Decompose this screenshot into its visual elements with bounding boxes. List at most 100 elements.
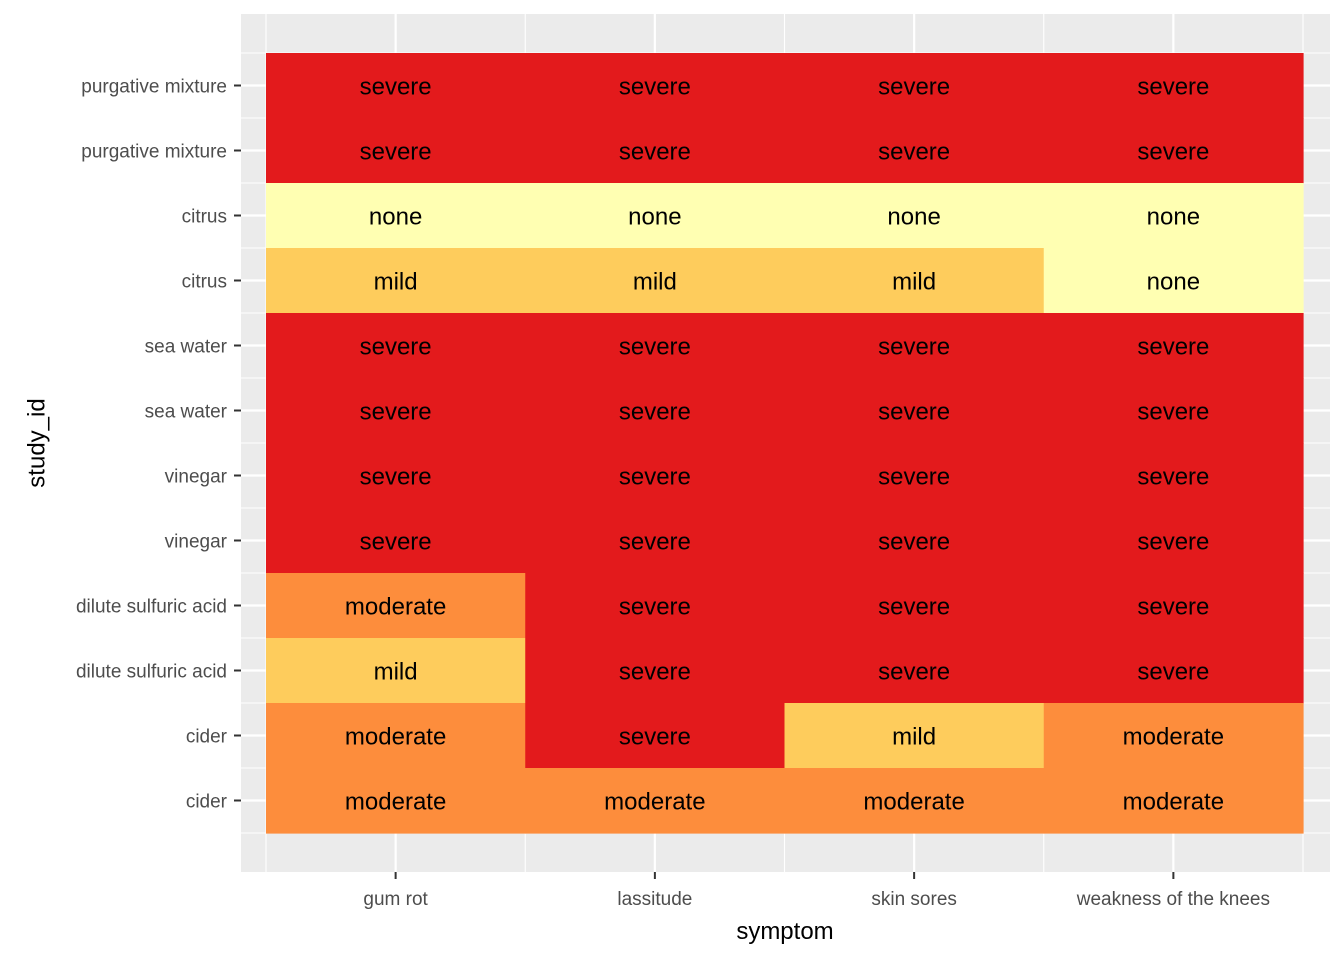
y-tick-label: sea water xyxy=(145,337,228,358)
heatmap-cell xyxy=(266,313,526,379)
heatmap-cell xyxy=(784,118,1045,184)
x-axis-title: symptom xyxy=(736,918,833,945)
y-tick-label: purgative mixture xyxy=(81,77,227,98)
heatmap-cell xyxy=(1043,703,1304,769)
heatmap-cell xyxy=(525,443,786,509)
heatmap-cell xyxy=(266,443,526,509)
x-tick-label: lassitude xyxy=(617,889,692,910)
heatmap-cell xyxy=(784,248,1045,314)
cell-value-label: none xyxy=(628,204,681,231)
heatmap-cell xyxy=(784,443,1045,509)
cell-value-label: severe xyxy=(878,74,950,101)
y-tick-label: vinegar xyxy=(165,532,228,553)
cell-value-label: severe xyxy=(619,659,691,686)
heatmap-cell xyxy=(784,53,1045,119)
cell-value-label: severe xyxy=(360,464,432,491)
cell-value-label: severe xyxy=(619,529,691,556)
heatmap-cell xyxy=(266,53,526,119)
heatmap-cell xyxy=(525,248,786,314)
cell-value-label: severe xyxy=(619,594,691,621)
cell-value-label: severe xyxy=(360,529,432,556)
cell-value-label: mild xyxy=(892,269,936,296)
y-axis-title: study_id xyxy=(23,398,50,487)
y-tick-label: citrus xyxy=(182,272,227,293)
x-tick-label: weakness of the knees xyxy=(1076,889,1270,910)
heatmap-cell xyxy=(525,768,786,834)
heatmap-cell xyxy=(784,378,1045,444)
cell-value-label: severe xyxy=(619,464,691,491)
heatmap-cell xyxy=(266,183,526,249)
cell-labels: severe severe severe severe severe severe seve… xyxy=(345,74,1224,816)
cell-value-label: mild xyxy=(892,724,936,751)
heatmap-cell xyxy=(266,638,526,704)
cell-value-label: moderate xyxy=(604,789,705,816)
cell-value-label: severe xyxy=(878,529,950,556)
heatmap-cell xyxy=(1043,508,1304,574)
heatmap-cell xyxy=(266,118,526,184)
y-tick-label: dilute sulfuric acid xyxy=(76,597,227,618)
heatmap-cell xyxy=(266,703,526,769)
heatmap-cells xyxy=(266,53,1304,834)
y-tick-label: dilute sulfuric acid xyxy=(76,662,227,683)
y-tick-label: cider xyxy=(186,727,228,748)
cell-value-label: severe xyxy=(878,659,950,686)
heatmap-cell xyxy=(1043,183,1304,249)
cell-value-label: severe xyxy=(619,399,691,426)
cell-value-label: severe xyxy=(1137,334,1209,361)
cell-value-label: severe xyxy=(1137,399,1209,426)
cell-value-label: moderate xyxy=(345,724,446,751)
cell-value-label: severe xyxy=(619,139,691,166)
heatmap-cell xyxy=(266,573,526,639)
heatmap-cell xyxy=(525,378,786,444)
x-axis: gum rot lassitude skin sores weakness of th… xyxy=(363,872,1270,910)
cell-value-label: severe xyxy=(360,139,432,166)
cell-value-label: severe xyxy=(619,724,691,751)
heatmap-cell xyxy=(1043,768,1304,834)
cell-value-label: severe xyxy=(360,399,432,426)
cell-value-label: none xyxy=(887,204,940,231)
heatmap-cell xyxy=(1043,53,1304,119)
heatmap-cell xyxy=(525,638,786,704)
cell-value-label: moderate xyxy=(345,789,446,816)
cell-value-label: moderate xyxy=(1123,789,1224,816)
heatmap-cell xyxy=(784,703,1045,769)
heatmap-cell xyxy=(1043,378,1304,444)
cell-value-label: severe xyxy=(1137,659,1209,686)
cell-value-label: severe xyxy=(1137,529,1209,556)
heatmap-cell xyxy=(525,183,786,249)
x-tick-label: gum rot xyxy=(363,889,428,910)
heatmap-cell xyxy=(525,508,786,574)
cell-value-label: mild xyxy=(374,269,418,296)
heatmap-cell xyxy=(525,573,786,639)
y-tick-label: vinegar xyxy=(165,467,228,488)
heatmap-cell xyxy=(1043,443,1304,509)
heatmap-cell xyxy=(784,508,1045,574)
cell-value-label: moderate xyxy=(863,789,964,816)
cell-value-label: none xyxy=(369,204,422,231)
y-tick-label: sea water xyxy=(145,402,228,423)
cell-value-label: severe xyxy=(878,594,950,621)
heatmap-cell xyxy=(1043,638,1304,704)
y-tick-label: citrus xyxy=(182,207,227,228)
cell-value-label: mild xyxy=(633,269,677,296)
y-axis: purgative mixture purgative mixture citrus… xyxy=(76,77,241,813)
x-tick-label: skin sores xyxy=(871,889,957,910)
heatmap-cell xyxy=(266,378,526,444)
heatmap-cell xyxy=(266,248,526,314)
heatmap-cell xyxy=(784,768,1045,834)
cell-value-label: severe xyxy=(619,74,691,101)
cell-value-label: severe xyxy=(878,139,950,166)
cell-value-label: severe xyxy=(1137,74,1209,101)
cell-value-label: severe xyxy=(619,334,691,361)
cell-value-label: severe xyxy=(360,74,432,101)
cell-value-label: moderate xyxy=(1123,724,1224,751)
heatmap-cell xyxy=(1043,573,1304,639)
heatmap-cell xyxy=(525,313,786,379)
heatmap-cell xyxy=(525,703,786,769)
cell-value-label: severe xyxy=(878,334,950,361)
heatmap-cell xyxy=(784,313,1045,379)
heatmap-cell xyxy=(784,638,1045,704)
cell-value-label: none xyxy=(1147,269,1200,296)
heatmap-cell xyxy=(266,768,526,834)
